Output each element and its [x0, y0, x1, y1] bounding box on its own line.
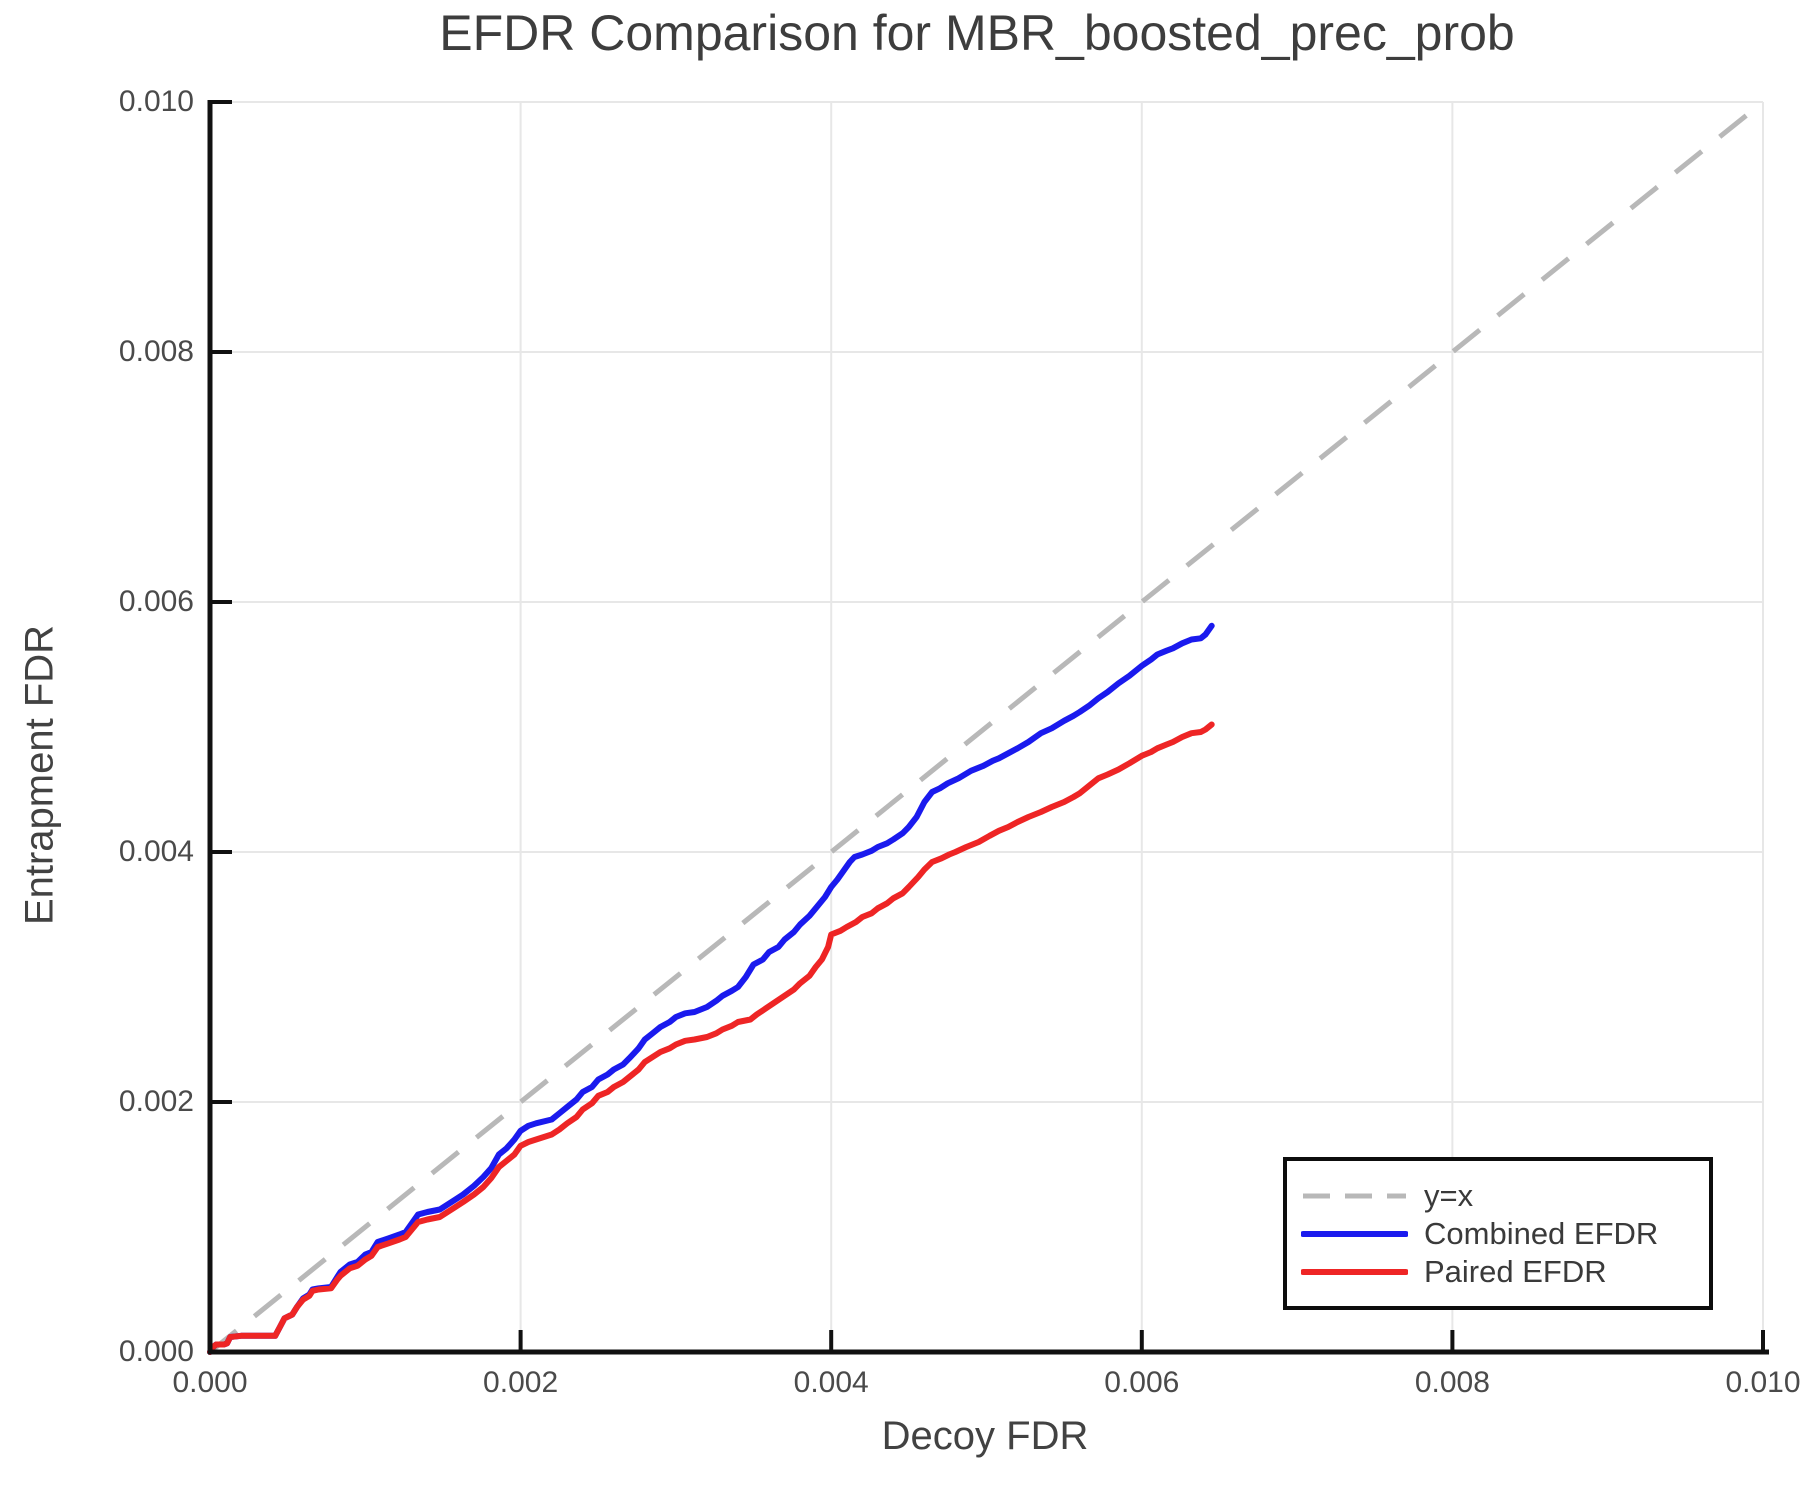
y-tick-label: 0.010: [118, 85, 194, 118]
x-tick-label: 0.002: [483, 1366, 559, 1399]
combined-efdr-line-sample: [1301, 1230, 1408, 1237]
legend-label-paired-efdr: Paired EFDR: [1424, 1253, 1607, 1289]
legend-row-combined-efdr: Combined EFDR: [1301, 1215, 1709, 1253]
paired-efdr-line-sample: [1301, 1268, 1408, 1275]
legend: y=x Combined EFDR Paired EFDR: [1283, 1157, 1713, 1310]
legend-label-identity: y=x: [1424, 1177, 1474, 1213]
legend-row-paired-efdr: Paired EFDR: [1301, 1253, 1709, 1291]
x-tick-label: 0.004: [793, 1366, 869, 1399]
identity-line: [208, 100, 1765, 1354]
x-tick-label: 0.010: [1725, 1366, 1800, 1399]
legend-row-identity: y=x: [1301, 1177, 1709, 1215]
x-tick-label: 0.008: [1414, 1366, 1490, 1399]
series-line-paired-efdr: [207, 721, 1215, 1355]
x-tick-label: 0.000: [172, 1366, 248, 1399]
y-tick-label: 0.000: [118, 1335, 194, 1368]
y-tick-label: 0.006: [118, 585, 194, 618]
y-tick-label: 0.008: [118, 335, 194, 368]
series-line-combined-efdr: [207, 622, 1215, 1355]
x-axis-label: Decoy FDR: [881, 1414, 1089, 1458]
legend-label-combined-efdr: Combined EFDR: [1424, 1215, 1659, 1251]
chart-title: EFDR Comparison for MBR_boosted_prec_pro…: [439, 5, 1515, 61]
y-tick-label: 0.004: [118, 835, 194, 868]
y-axis-label: Entrapment FDR: [17, 624, 62, 926]
y-tick-label: 0.002: [118, 1085, 194, 1118]
x-tick-label: 0.006: [1104, 1366, 1180, 1399]
identity-line-sample: [1303, 1193, 1406, 1198]
plot-area: [207, 100, 1769, 1355]
